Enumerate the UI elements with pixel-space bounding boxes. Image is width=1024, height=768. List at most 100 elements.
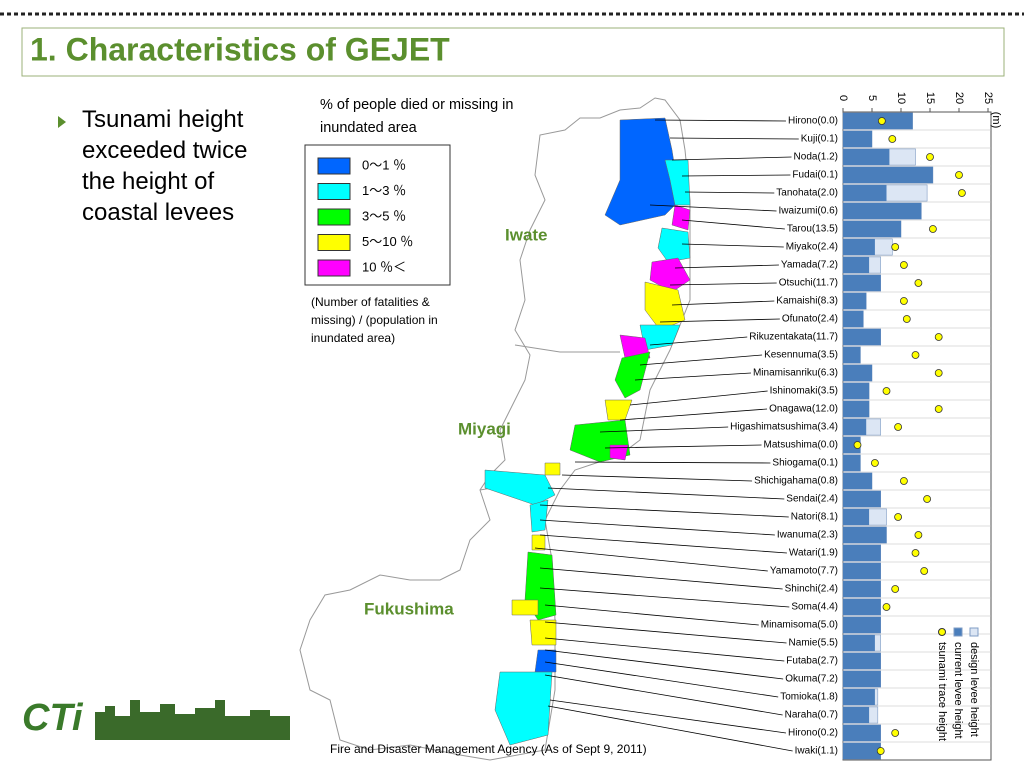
map-area	[484, 469, 556, 506]
point	[920, 567, 929, 575]
category-label: Minamisoma(5.0)	[761, 620, 838, 631]
point	[914, 279, 923, 287]
category-label: Kesennuma(3.5)	[764, 350, 838, 361]
title-box	[21, 27, 1005, 77]
legend-note: (Number of fatalities & missing) / (popu…	[311, 295, 438, 345]
leader-line	[544, 661, 779, 698]
category-label: Naraha(0.7)	[785, 710, 838, 721]
bar	[843, 598, 881, 616]
point	[888, 135, 897, 143]
bar	[843, 364, 872, 382]
category-label: Tarou(13.5)	[787, 224, 838, 235]
map-area	[494, 671, 553, 746]
bar	[843, 346, 861, 364]
map-areas	[484, 117, 691, 746]
point	[871, 459, 879, 467]
point	[911, 351, 920, 359]
leader-line	[547, 487, 785, 500]
point	[929, 225, 937, 233]
point	[926, 153, 934, 161]
leader-line	[654, 119, 786, 122]
bar	[843, 544, 881, 562]
bar	[843, 310, 864, 328]
leader-line	[544, 674, 783, 716]
bar	[843, 508, 870, 526]
category-label: Namie(5.5)	[789, 638, 838, 649]
region-label: Iwate	[505, 225, 548, 244]
point	[900, 477, 908, 485]
category-label: Yamamoto(7.7)	[770, 566, 838, 577]
bar	[843, 274, 881, 292]
leader-line	[634, 372, 751, 381]
category-label: Iwanuma(2.3)	[777, 530, 838, 541]
point	[891, 243, 900, 251]
category-label: Kamaishi(8.3)	[776, 296, 838, 307]
legend-label: tsunami trace height	[936, 642, 948, 741]
map-area	[614, 351, 651, 399]
map-area	[511, 599, 539, 616]
category-label: Shichigahama(0.8)	[754, 476, 838, 487]
point	[958, 189, 966, 197]
point	[876, 747, 885, 755]
map-area	[529, 619, 557, 646]
leader-line	[671, 156, 792, 161]
category-label: Watari(1.9)	[789, 548, 838, 559]
bar	[843, 706, 870, 724]
bar	[843, 400, 870, 418]
leader-line	[539, 519, 775, 536]
bar	[843, 688, 875, 706]
point	[934, 369, 943, 377]
leader-line	[539, 567, 783, 590]
leader-line	[674, 264, 779, 269]
leader-line	[639, 354, 763, 366]
leader-line	[544, 604, 759, 626]
leader-line	[681, 174, 791, 177]
bar	[843, 616, 881, 634]
bar	[843, 436, 861, 454]
legend-swatch	[953, 627, 963, 637]
leader-line	[539, 587, 790, 608]
legend-label: design levee height	[968, 642, 980, 737]
bullet-text: Tsunami height exceeded twice the height…	[82, 106, 248, 226]
bar	[843, 526, 887, 544]
bar	[843, 634, 875, 652]
x-tick-label: 5	[866, 95, 878, 101]
category-label: Ofunato(2.4)	[782, 314, 838, 325]
leader-line	[539, 504, 789, 518]
category-label: Otsuchi(11.7)	[779, 278, 838, 289]
bar	[843, 742, 881, 760]
category-label: Tanohata(2.0)	[776, 188, 838, 199]
legend-swatch	[969, 627, 979, 637]
leader-line	[539, 534, 787, 554]
border-line	[514, 344, 620, 353]
point	[882, 603, 891, 611]
point	[914, 531, 923, 539]
x-tick-label: 0	[837, 95, 849, 101]
category-label: Yamada(7.2)	[781, 260, 838, 271]
bar	[843, 562, 881, 580]
legend-swatch	[317, 183, 351, 200]
legend-label: current levee height	[952, 642, 964, 739]
point	[955, 171, 963, 179]
category-label: Soma(4.4)	[791, 602, 838, 613]
bar	[843, 112, 913, 130]
bar	[843, 148, 890, 166]
point	[911, 549, 920, 557]
category-label: Futaba(2.7)	[786, 656, 838, 667]
point	[902, 315, 911, 323]
leader-line	[629, 390, 768, 406]
category-label: Natori(8.1)	[791, 512, 838, 523]
legend-label: 0～1 ％	[362, 157, 406, 172]
category-label: Hirono(0.0)	[788, 116, 838, 127]
leader-line	[544, 649, 784, 680]
leader-line	[619, 408, 768, 421]
leader-line	[534, 547, 768, 572]
bar	[843, 580, 881, 598]
category-label: Fudai(0.1)	[792, 170, 838, 181]
leader-line	[574, 461, 771, 464]
leader-line	[649, 204, 777, 212]
category-label: Miyako(2.4)	[786, 242, 838, 253]
bar	[843, 256, 870, 274]
